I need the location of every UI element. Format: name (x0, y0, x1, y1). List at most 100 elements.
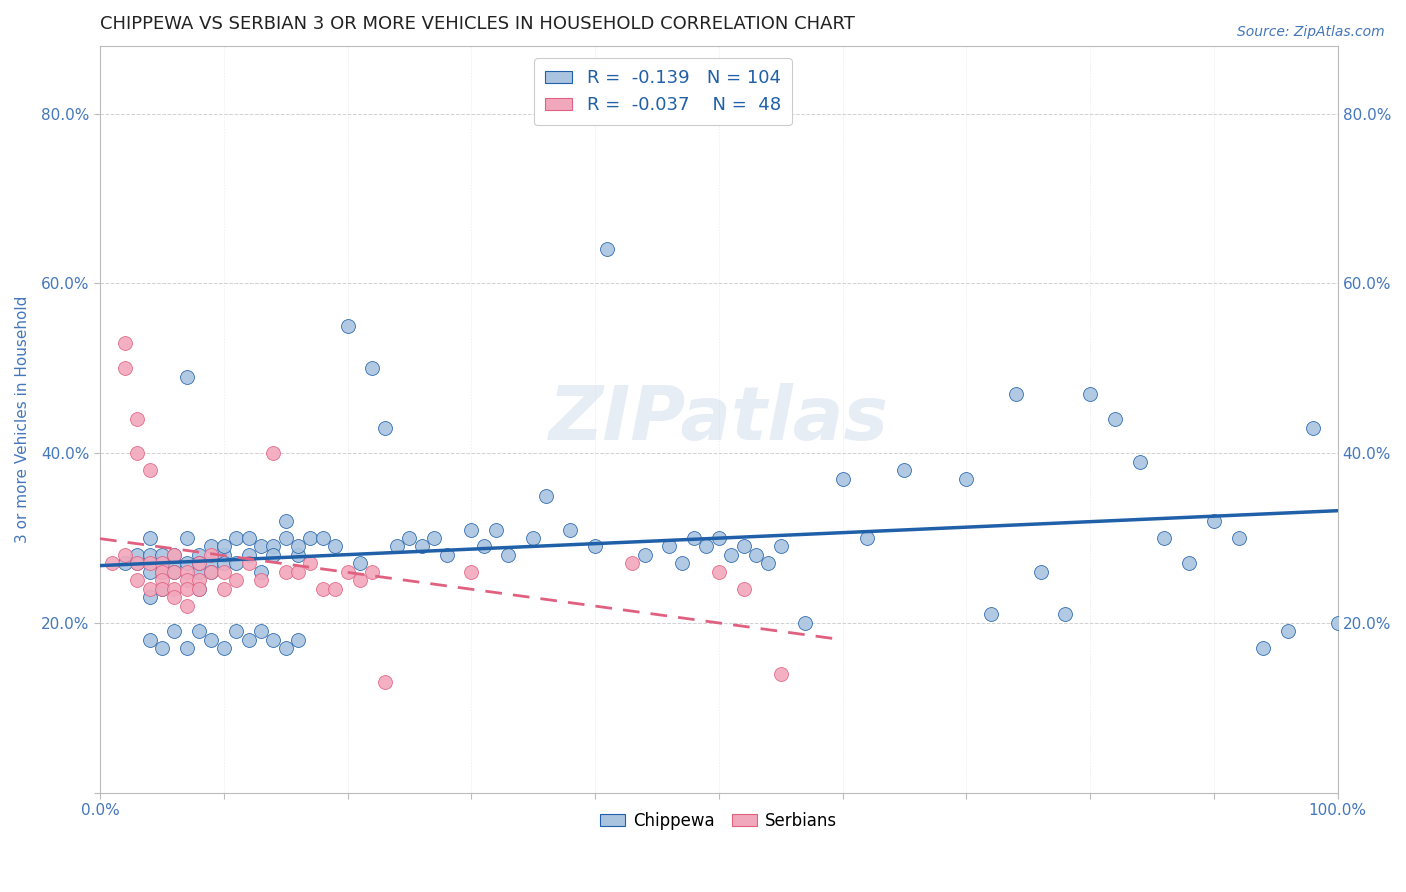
Point (423, 531, 446, 545)
Point (336, 565, 359, 579)
Point (212, 557, 235, 571)
Point (238, 548, 260, 562)
Point (212, 582, 235, 596)
Point (212, 565, 235, 579)
Point (398, 531, 420, 545)
Point (238, 632, 260, 647)
Point (238, 531, 260, 545)
Point (955, 472, 977, 486)
Point (560, 523, 582, 537)
Point (361, 361, 384, 376)
Point (312, 582, 335, 596)
Point (745, 548, 768, 562)
Point (733, 582, 755, 596)
Point (274, 531, 297, 545)
Point (138, 548, 160, 562)
Point (176, 599, 198, 613)
Point (188, 548, 211, 562)
Point (188, 582, 211, 596)
Point (769, 666, 792, 681)
Point (274, 514, 297, 528)
Point (200, 632, 222, 647)
Point (200, 565, 222, 579)
Point (138, 531, 160, 545)
Point (336, 318, 359, 333)
Point (150, 582, 173, 596)
Point (188, 624, 211, 639)
Point (250, 540, 273, 554)
Point (287, 565, 309, 579)
Point (163, 557, 186, 571)
Point (460, 523, 482, 537)
Point (485, 523, 508, 537)
Point (200, 540, 222, 554)
Point (163, 548, 186, 562)
Point (361, 565, 384, 579)
Point (733, 540, 755, 554)
Point (163, 582, 186, 596)
Point (633, 548, 655, 562)
Point (262, 446, 284, 460)
Point (522, 531, 544, 545)
Point (176, 582, 198, 596)
Point (262, 540, 284, 554)
Point (411, 540, 433, 554)
Point (436, 548, 458, 562)
Point (1054, 607, 1077, 622)
Point (794, 615, 817, 630)
Point (287, 540, 309, 554)
Point (534, 489, 557, 503)
Point (212, 641, 235, 656)
Point (163, 624, 186, 639)
Point (138, 565, 160, 579)
Point (1129, 454, 1152, 468)
Point (200, 557, 222, 571)
Point (1178, 557, 1201, 571)
Point (683, 531, 706, 545)
Point (1104, 412, 1126, 426)
Point (349, 574, 371, 588)
Point (127, 446, 149, 460)
Point (1078, 386, 1101, 401)
Point (188, 582, 211, 596)
Point (287, 548, 309, 562)
Point (150, 548, 173, 562)
Point (980, 607, 1002, 622)
Point (1326, 615, 1348, 630)
Point (756, 557, 779, 571)
Point (150, 582, 173, 596)
Point (114, 548, 136, 562)
Point (225, 531, 247, 545)
Point (212, 548, 235, 562)
Point (225, 624, 247, 639)
Point (114, 361, 136, 376)
Point (1005, 386, 1028, 401)
Point (1029, 565, 1052, 579)
Point (200, 548, 222, 562)
Point (1153, 531, 1175, 545)
Point (1277, 624, 1299, 639)
Point (150, 565, 173, 579)
Point (274, 641, 297, 656)
Point (299, 557, 322, 571)
Point (287, 632, 309, 647)
Point (250, 574, 273, 588)
Point (1227, 531, 1250, 545)
Text: Source: ZipAtlas.com: Source: ZipAtlas.com (1237, 25, 1385, 39)
Point (114, 335, 136, 350)
Point (138, 632, 160, 647)
Text: ZIPatlas: ZIPatlas (548, 383, 889, 456)
Point (163, 565, 186, 579)
Point (127, 548, 149, 562)
Point (176, 565, 198, 579)
Point (856, 531, 879, 545)
Point (163, 591, 186, 605)
Point (472, 540, 495, 554)
Point (707, 531, 730, 545)
Point (671, 557, 693, 571)
Point (769, 540, 792, 554)
Point (385, 540, 408, 554)
Point (138, 557, 160, 571)
Point (176, 531, 198, 545)
Point (262, 548, 284, 562)
